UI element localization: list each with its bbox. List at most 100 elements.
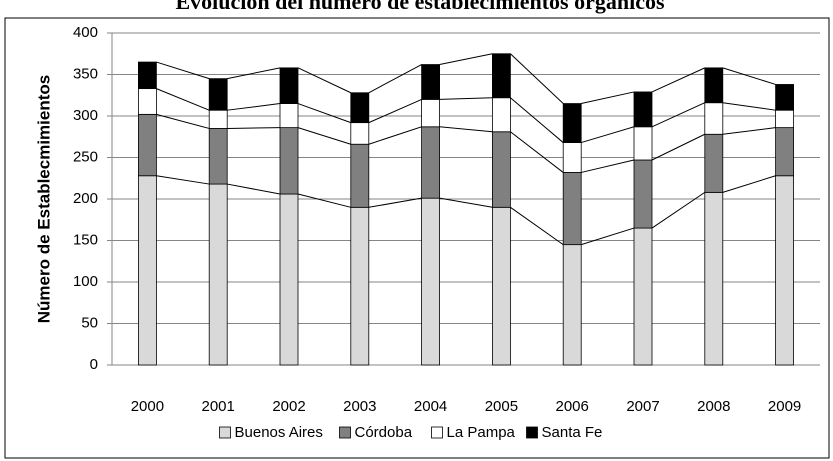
bar-segment — [775, 127, 794, 177]
bar-segment — [633, 159, 653, 229]
x-tick-label: 2000 — [131, 398, 164, 415]
series-line — [297, 127, 351, 145]
x-tick-label: 2009 — [768, 398, 801, 415]
bar-segment — [775, 84, 794, 111]
series-line — [510, 206, 564, 246]
bar-segment — [775, 109, 794, 129]
series-line — [227, 103, 281, 111]
x-tick-label: 2004 — [414, 398, 447, 415]
y-tick-label: 400 — [73, 24, 98, 41]
bar-segment — [421, 64, 441, 100]
series-line — [651, 102, 706, 128]
series-line — [439, 53, 493, 66]
bar-segment — [562, 103, 582, 143]
bar-segment — [350, 206, 370, 366]
bar-segment — [137, 88, 157, 115]
series-line — [368, 126, 422, 145]
series-line — [297, 67, 352, 94]
bar-segment — [421, 126, 441, 199]
series-line — [722, 102, 776, 111]
y-tick-label: 350 — [73, 65, 98, 82]
bar-segment — [279, 127, 299, 195]
series-line — [156, 61, 210, 80]
series-line — [581, 159, 635, 173]
series-line — [439, 197, 493, 208]
series-line — [156, 88, 210, 111]
x-tick-label: 2002 — [272, 398, 305, 415]
bar-segment — [491, 131, 511, 208]
chart-title: Evolución del número de establecimientos… — [175, 0, 665, 14]
series-line — [722, 127, 776, 135]
bar-segment — [137, 175, 157, 366]
bar-segment — [562, 142, 582, 173]
y-tick-label: 150 — [73, 231, 98, 248]
series-line — [510, 97, 564, 143]
bar-segment — [491, 53, 511, 99]
series-line — [581, 91, 635, 105]
series-line — [227, 183, 281, 195]
bar-segment — [491, 206, 511, 366]
bar-segment — [704, 191, 724, 366]
x-tick-label: 2006 — [556, 398, 589, 415]
series-line — [651, 67, 706, 93]
series-line — [651, 191, 706, 229]
bar-segment — [491, 97, 511, 133]
bar-segment — [208, 183, 228, 366]
series-line — [227, 67, 281, 80]
bar-segment — [633, 126, 653, 161]
series-line — [510, 131, 564, 173]
series-line — [581, 227, 635, 246]
legend-swatch — [431, 426, 443, 439]
series-line — [439, 97, 493, 100]
legend-swatch — [339, 426, 351, 439]
series-line — [156, 175, 210, 185]
x-tick-label: 2005 — [485, 398, 518, 415]
chart-frame — [4, 17, 830, 459]
legend-swatch — [219, 426, 231, 439]
bar-segment — [279, 193, 299, 366]
bar-segment — [350, 143, 370, 208]
x-tick-label: 2001 — [202, 398, 235, 415]
legend-swatch — [526, 426, 538, 439]
bar-segment — [279, 103, 299, 129]
series-line — [297, 103, 351, 124]
series-line — [227, 127, 281, 129]
y-tick-label: 50 — [81, 314, 98, 331]
y-tick-label: 0 — [90, 356, 98, 373]
series-line — [368, 197, 422, 208]
bar-segment — [279, 67, 299, 104]
y-tick-label: 200 — [73, 190, 98, 207]
bar-segment — [208, 109, 228, 129]
bar-segment — [137, 113, 157, 177]
bar-segment — [208, 128, 228, 185]
bar-segment — [704, 67, 724, 104]
y-tick-label: 100 — [73, 273, 98, 290]
bar-segment — [633, 91, 653, 128]
series-line — [156, 113, 210, 129]
bar-segment — [562, 172, 582, 246]
series-line — [722, 175, 776, 193]
series-line — [722, 67, 776, 85]
bar-segment — [704, 133, 724, 193]
bar-segment — [421, 99, 441, 128]
legend-label: Córdoba — [355, 424, 413, 441]
series-line — [297, 193, 351, 208]
bar-segment — [775, 175, 794, 366]
bar-segment — [562, 244, 582, 366]
series-line — [439, 126, 493, 133]
legend-label: Santa Fe — [542, 424, 603, 441]
bar-segment — [350, 122, 370, 145]
legend-label: La Pampa — [447, 424, 516, 441]
y-tick-label: 300 — [73, 107, 98, 124]
y-axis-label: Número de Establecmimientos — [34, 75, 53, 323]
y-tick-label: 250 — [73, 148, 98, 165]
bar-segment — [633, 227, 653, 366]
legend-label: Buenos Aires — [235, 424, 323, 441]
x-tick-label: 2003 — [343, 398, 376, 415]
bar-segment — [350, 92, 370, 124]
x-tick-label: 2008 — [697, 398, 730, 415]
bar-segment — [137, 61, 157, 90]
series-line — [510, 53, 564, 104]
bar-segment — [421, 197, 441, 366]
